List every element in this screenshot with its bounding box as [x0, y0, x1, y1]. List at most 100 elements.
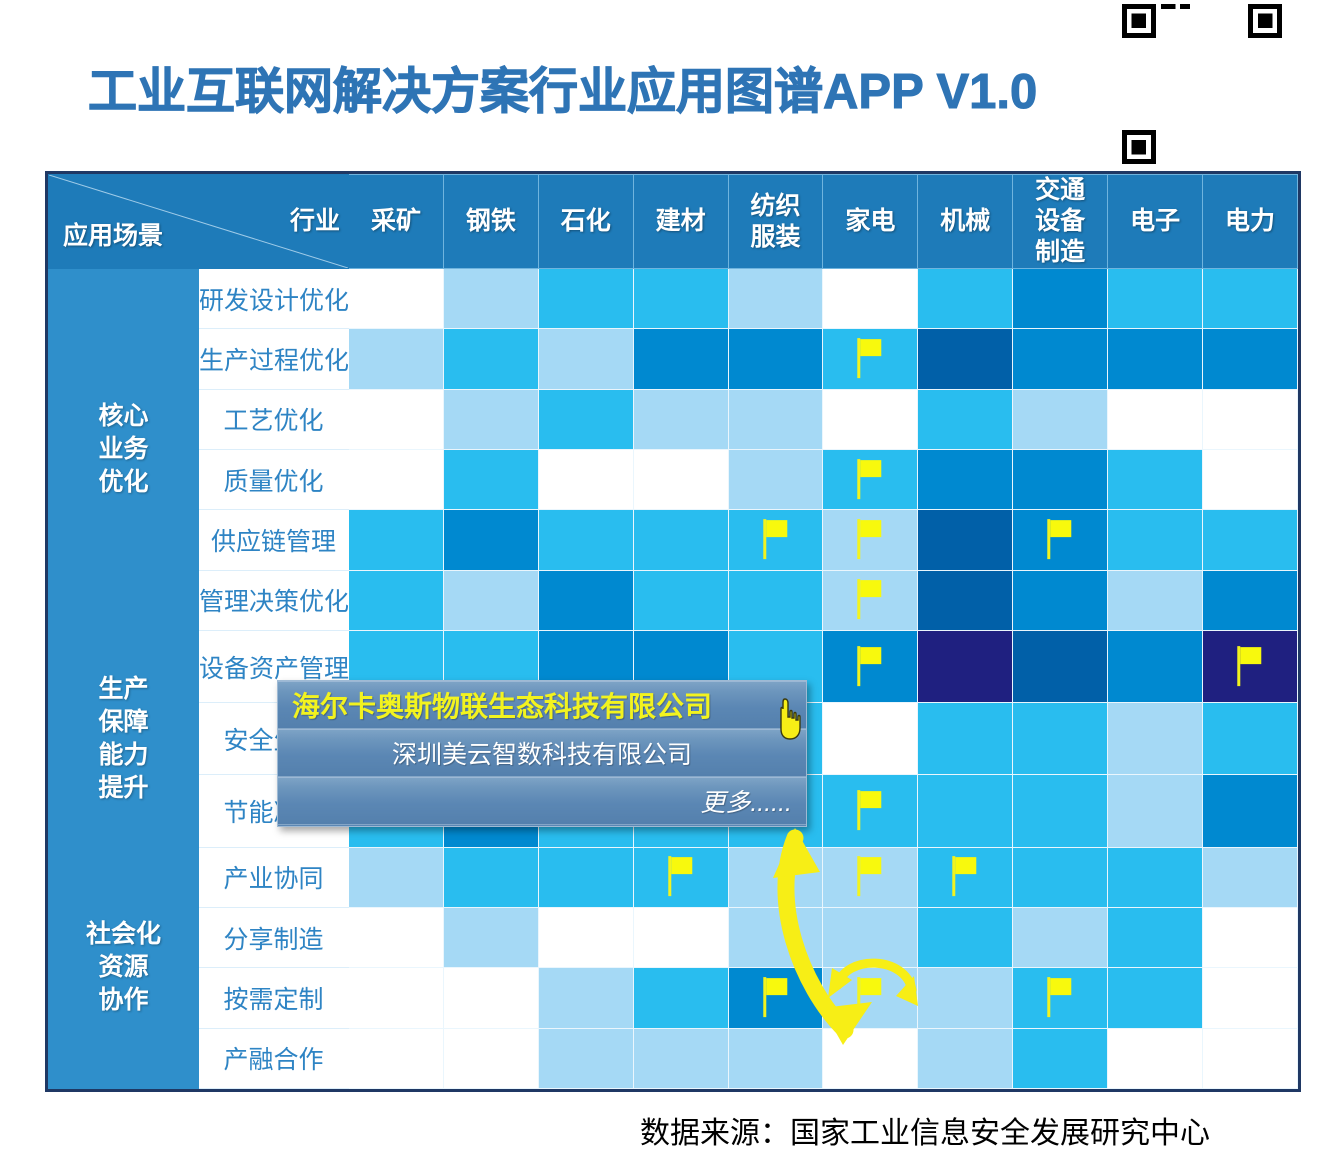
matrix-cell[interactable]	[1202, 267, 1298, 330]
matrix-column-header[interactable]: 采矿	[348, 174, 444, 269]
tooltip-more-item[interactable]: 更多......	[278, 777, 806, 825]
matrix-cell[interactable]	[442, 569, 539, 631]
matrix-cell[interactable]	[632, 448, 729, 511]
matrix-cell[interactable]	[632, 569, 729, 631]
matrix-cell[interactable]	[1012, 328, 1109, 390]
matrix-column-header[interactable]: 机械	[917, 174, 1014, 269]
matrix-cell[interactable]	[822, 774, 919, 848]
matrix-cell[interactable]	[727, 328, 824, 390]
matrix-cell[interactable]	[1107, 448, 1204, 511]
matrix-cell[interactable]	[727, 509, 824, 571]
matrix-cell[interactable]	[1012, 906, 1109, 969]
matrix-row-label[interactable]: 质量优化	[198, 448, 349, 511]
matrix-cell[interactable]	[1202, 448, 1298, 511]
solution-flag-icon[interactable]	[1040, 975, 1074, 1019]
solution-flag-icon[interactable]	[756, 517, 790, 561]
matrix-cell[interactable]	[1012, 774, 1109, 848]
matrix-cell[interactable]	[1202, 328, 1298, 390]
matrix-cell[interactable]	[632, 388, 729, 450]
matrix-cell[interactable]	[537, 267, 634, 330]
matrix-cell[interactable]	[1012, 967, 1109, 1029]
matrix-cell[interactable]	[822, 967, 919, 1029]
matrix-cell[interactable]	[442, 388, 539, 450]
matrix-cell[interactable]	[1202, 906, 1298, 969]
solution-flag-icon[interactable]	[851, 854, 885, 898]
matrix-cell[interactable]	[348, 1027, 444, 1090]
solution-flag-icon[interactable]	[1040, 517, 1074, 561]
matrix-cell[interactable]	[917, 774, 1014, 848]
matrix-cell[interactable]	[727, 448, 824, 511]
matrix-cell[interactable]	[1012, 569, 1109, 631]
matrix-cell[interactable]	[632, 846, 729, 908]
matrix-cell[interactable]	[822, 906, 919, 969]
matrix-cell[interactable]	[1012, 629, 1109, 704]
matrix-cell[interactable]	[1012, 509, 1109, 571]
matrix-cell[interactable]	[1202, 388, 1298, 450]
matrix-cell[interactable]	[727, 846, 824, 908]
matrix-cell[interactable]	[727, 388, 824, 450]
matrix-cell[interactable]	[917, 448, 1014, 511]
matrix-column-header[interactable]: 交通 设备 制造	[1012, 174, 1109, 269]
matrix-cell[interactable]	[632, 328, 729, 390]
matrix-cell[interactable]	[917, 906, 1014, 969]
matrix-cell[interactable]	[822, 267, 919, 330]
matrix-cell[interactable]	[1202, 629, 1298, 704]
matrix-cell[interactable]	[1107, 328, 1204, 390]
solution-flag-icon[interactable]	[756, 975, 790, 1019]
matrix-cell[interactable]	[822, 448, 919, 511]
matrix-row-label[interactable]: 产业协同	[198, 846, 349, 908]
matrix-cell[interactable]	[1107, 509, 1204, 571]
matrix-cell[interactable]	[632, 906, 729, 969]
matrix-cell[interactable]	[822, 328, 919, 390]
matrix-cell[interactable]	[1107, 569, 1204, 631]
matrix-column-header[interactable]: 纺织 服装	[727, 174, 824, 269]
matrix-cell[interactable]	[348, 846, 444, 908]
matrix-cell[interactable]	[727, 267, 824, 330]
matrix-cell[interactable]	[1107, 967, 1204, 1029]
matrix-cell[interactable]	[822, 846, 919, 908]
matrix-cell[interactable]	[1012, 702, 1109, 776]
matrix-cell[interactable]	[1012, 1027, 1109, 1090]
matrix-cell[interactable]	[1202, 967, 1298, 1029]
matrix-cell[interactable]	[727, 906, 824, 969]
matrix-cell[interactable]	[348, 388, 444, 450]
matrix-column-header[interactable]: 钢铁	[442, 174, 539, 269]
matrix-cell[interactable]	[1202, 509, 1298, 571]
solution-flag-icon[interactable]	[851, 788, 885, 832]
matrix-cell[interactable]	[442, 906, 539, 969]
solution-flag-icon[interactable]	[851, 577, 885, 621]
matrix-cell[interactable]	[442, 509, 539, 571]
matrix-cell[interactable]	[1107, 267, 1204, 330]
matrix-cell[interactable]	[1202, 569, 1298, 631]
matrix-row-label[interactable]: 生产过程优化	[198, 328, 349, 390]
matrix-row-label[interactable]: 研发设计优化	[198, 267, 349, 330]
matrix-cell[interactable]	[822, 388, 919, 450]
matrix-cell[interactable]	[822, 569, 919, 631]
matrix-cell[interactable]	[1107, 629, 1204, 704]
matrix-cell[interactable]	[537, 846, 634, 908]
matrix-cell[interactable]	[822, 509, 919, 571]
tooltip-item[interactable]: 海尔卡奥斯物联生态科技有限公司	[278, 681, 806, 729]
matrix-cell[interactable]	[442, 1027, 539, 1090]
matrix-cell[interactable]	[917, 1027, 1014, 1090]
matrix-column-header[interactable]: 石化	[537, 174, 634, 269]
matrix-cell[interactable]	[917, 629, 1014, 704]
matrix-cell[interactable]	[442, 328, 539, 390]
matrix-column-header[interactable]: 建材	[632, 174, 729, 269]
solution-flag-icon[interactable]	[851, 975, 885, 1019]
matrix-row-label[interactable]: 工艺优化	[198, 388, 349, 450]
matrix-cell[interactable]	[537, 388, 634, 450]
matrix-cell[interactable]	[1107, 774, 1204, 848]
matrix-cell[interactable]	[348, 906, 444, 969]
matrix-cell[interactable]	[348, 267, 444, 330]
matrix-cell[interactable]	[1107, 1027, 1204, 1090]
matrix-cell[interactable]	[822, 629, 919, 704]
matrix-cell[interactable]	[537, 906, 634, 969]
matrix-cell[interactable]	[1012, 448, 1109, 511]
solution-flag-icon[interactable]	[851, 336, 885, 380]
matrix-cell[interactable]	[442, 846, 539, 908]
matrix-cell[interactable]	[917, 328, 1014, 390]
matrix-cell[interactable]	[917, 569, 1014, 631]
qr-code-icon[interactable]	[1118, 4, 1286, 164]
matrix-cell[interactable]	[727, 569, 824, 631]
